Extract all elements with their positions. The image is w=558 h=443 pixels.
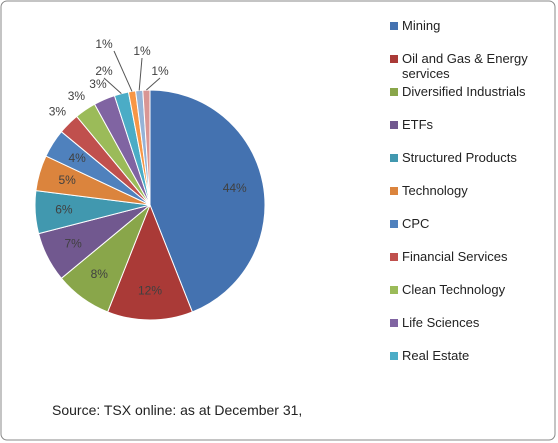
legend-label: Diversified Industrials	[402, 84, 526, 99]
slice-label: 5%	[59, 173, 77, 187]
leader-line	[113, 50, 133, 92]
legend-label: Oil and Gas & Energy services	[402, 51, 528, 81]
slice-label: 8%	[91, 267, 109, 281]
legend-swatch	[390, 22, 398, 30]
legend-item: Financial Services	[390, 249, 550, 282]
legend-item: Clean Technology	[390, 282, 550, 315]
legend-item: CPC	[390, 216, 550, 249]
leader-line	[138, 57, 143, 91]
slice-label: 2%	[95, 64, 113, 78]
legend-label: Real Estate	[402, 348, 470, 363]
pie-slice	[149, 89, 266, 313]
slice-label: 6%	[55, 203, 73, 217]
legend-label: Life Sciences	[402, 315, 480, 330]
legend-item: Life Sciences	[390, 315, 550, 348]
pie-slice	[107, 203, 193, 321]
legend-label: ETFs	[402, 117, 434, 132]
legend-item: ETFs	[390, 117, 550, 150]
legend-label: Technology	[402, 183, 468, 198]
legend-item: Oil and Gas & Energy services	[390, 51, 550, 84]
slice-label: 7%	[64, 236, 82, 250]
legend-swatch	[390, 286, 398, 294]
pie-slice	[142, 89, 151, 206]
legend-item: Diversified Industrials	[390, 84, 550, 117]
leader-line	[103, 77, 122, 94]
legend-swatch	[390, 220, 398, 228]
legend-swatch	[390, 319, 398, 327]
legend-swatch	[390, 121, 398, 129]
slice-label: 1%	[133, 44, 151, 58]
slice-label: 44%	[223, 181, 247, 195]
slice-label: 3%	[68, 89, 86, 103]
legend-item: Structured Products	[390, 150, 550, 183]
legend-item: Real Estate	[390, 348, 550, 381]
slice-label: 12%	[138, 283, 162, 297]
legend-swatch	[390, 253, 398, 261]
legend-label: Structured Products	[402, 150, 517, 165]
leader-line	[146, 77, 161, 91]
legend-swatch	[390, 352, 398, 360]
legend-label: Clean Technology	[402, 282, 506, 297]
legend-swatch	[390, 55, 398, 63]
legend-item: Mining	[390, 18, 550, 51]
legend-swatch	[390, 154, 398, 162]
legend-label: Mining	[402, 18, 441, 33]
legend-label: Financial Services	[402, 249, 508, 264]
legend-label: CPC	[402, 216, 430, 231]
legend-swatch	[390, 187, 398, 195]
slice-label: 3%	[89, 77, 107, 91]
slice-label: 4%	[69, 151, 87, 165]
legend: Mining Oil and Gas & Energy services Diver…	[390, 18, 550, 381]
slice-label: 1%	[151, 64, 169, 78]
legend-swatch	[390, 88, 398, 96]
slice-label: 3%	[49, 105, 67, 119]
legend-item: Technology	[390, 183, 550, 216]
source-note: Source: TSX online: as at December 31,	[52, 402, 303, 418]
slice-label: 1%	[95, 37, 113, 51]
